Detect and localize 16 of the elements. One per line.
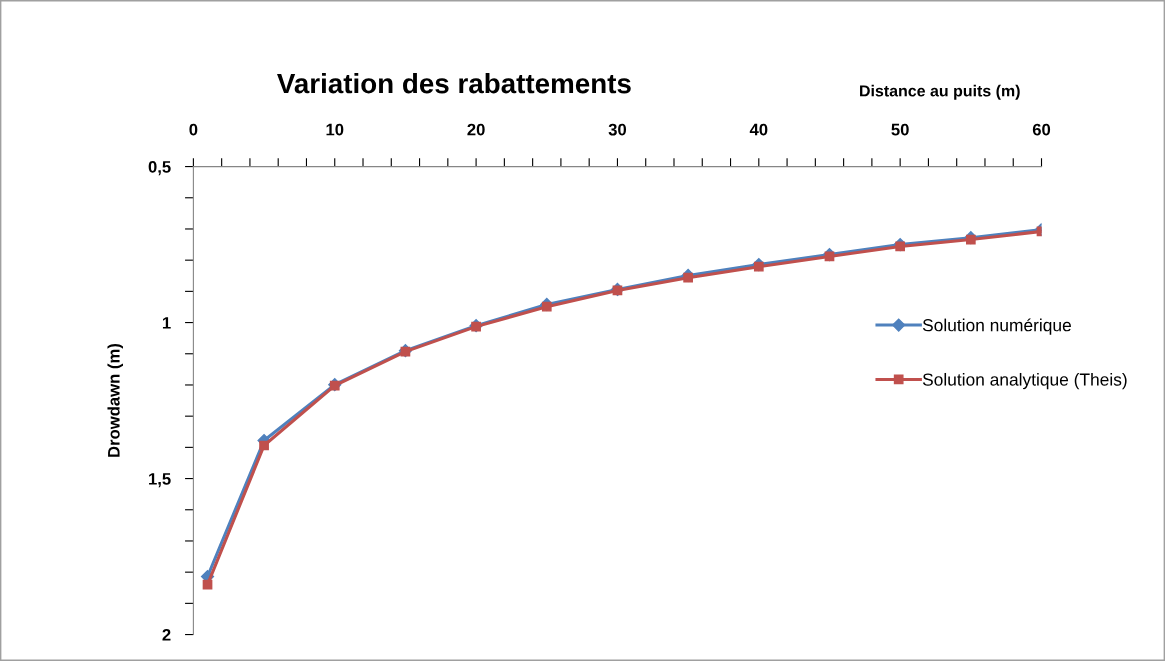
- x-axis-title: Distance au puits (m): [860, 84, 1020, 100]
- y-tick-label: 0,5: [148, 160, 171, 176]
- x-tick-label: 20: [467, 123, 485, 136]
- x-tick-label: 30: [608, 123, 627, 136]
- x-tick-label: 50: [891, 123, 909, 136]
- y-axis-title: Drowdawn (m): [107, 343, 123, 457]
- y-tick-label: 1: [162, 317, 171, 329]
- chart-title: Variation des rabattements: [277, 72, 631, 94]
- x-tick-label: 10: [326, 123, 344, 136]
- x-tick-label: 60: [1032, 123, 1051, 136]
- x-tick-label: 40: [749, 123, 768, 136]
- y-tick-label: 2: [162, 628, 171, 641]
- x-tick-label: 0: [189, 123, 198, 136]
- legend-label: Solution numérique: [922, 318, 1071, 335]
- y-tick-label: 1,5: [149, 473, 171, 488]
- legend-label: Solution analytique (Theis): [922, 372, 1127, 390]
